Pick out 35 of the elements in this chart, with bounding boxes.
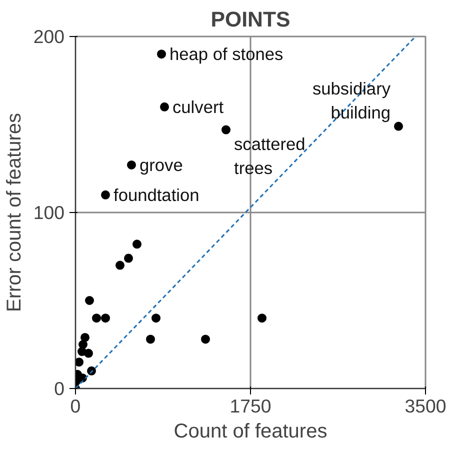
y-axis-title: Error count of features [3, 113, 26, 312]
point [132, 240, 142, 249]
point [101, 314, 110, 323]
point [201, 334, 210, 344]
point [116, 260, 124, 270]
point [152, 314, 160, 323]
annotation: subsidiary building [312, 78, 391, 122]
x-tick-label: 1750 [230, 396, 272, 416]
point [394, 122, 403, 131]
chart-title: POINTS [210, 8, 290, 32]
point [157, 50, 166, 59]
point [85, 296, 94, 305]
point [92, 314, 101, 323]
point [78, 340, 88, 349]
point [76, 358, 84, 367]
point [222, 125, 230, 134]
point [124, 254, 133, 263]
point [84, 348, 93, 358]
x-tick-label: 3500 [404, 396, 446, 416]
point [146, 334, 155, 344]
x-axis-title: Count of features [174, 420, 328, 442]
x-tick-label: 0 [70, 396, 81, 416]
annotation: foundtation [114, 184, 200, 205]
point [101, 190, 110, 200]
point [160, 102, 169, 112]
annotation: scattered trees [234, 134, 306, 178]
y-tick-label: 0 [54, 378, 65, 399]
point [258, 314, 266, 323]
y-tick-label: 100 [33, 202, 65, 223]
annotation: grove [140, 154, 183, 175]
annotation: heap of stones [170, 44, 284, 64]
point [127, 160, 136, 170]
annotation: culvert [172, 96, 224, 117]
point [80, 332, 90, 342]
y-tick-label: 200 [33, 26, 65, 47]
